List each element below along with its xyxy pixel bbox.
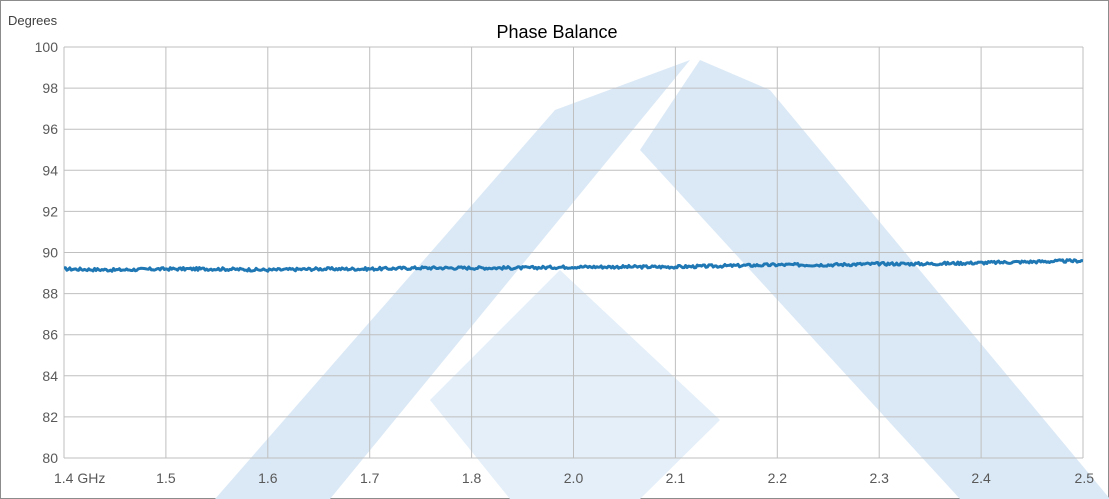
y-tick-label: 86 [42, 327, 58, 343]
x-tick-label: 1.5 [156, 470, 176, 486]
y-tick-label: 82 [42, 409, 58, 425]
y-tick-label: 90 [42, 245, 58, 261]
watermark-shape-right [640, 60, 1109, 499]
y-tick-label: 94 [42, 162, 58, 178]
x-tick-labels: 1.4 GHz 1.5 1.6 1.7 1.8 2.0 2.1 2.2 2.3 2.4 2.5 [54, 470, 1094, 486]
x-tick-label: 1.6 [258, 470, 278, 486]
y-axis-label: Degrees [8, 13, 58, 28]
x-tick-label: 1.8 [462, 470, 482, 486]
x-tick-label: 2.1 [666, 470, 686, 486]
y-tick-label: 84 [42, 368, 58, 384]
x-tick-label: 1.4 GHz [54, 470, 105, 486]
x-tick-label: 2.5 [1075, 470, 1095, 486]
watermark-logo [215, 60, 1109, 499]
x-tick-label: 2.4 [971, 470, 991, 486]
y-tick-label: 100 [35, 39, 59, 55]
y-tick-label: 96 [42, 121, 58, 137]
grid-lines [63, 46, 1084, 459]
watermark-shape-left [215, 60, 690, 499]
y-tick-label: 88 [42, 286, 58, 302]
x-tick-label: 2.3 [869, 470, 889, 486]
x-tick-label: 2.2 [768, 470, 788, 486]
series-line [63, 258, 1084, 273]
series-layer [63, 258, 1084, 273]
x-tick-label: 1.7 [360, 470, 380, 486]
chart-title: Phase Balance [496, 22, 617, 42]
y-tick-labels: 80 82 84 86 88 90 92 94 96 98 100 [35, 39, 59, 466]
y-tick-label: 92 [42, 203, 58, 219]
y-tick-label: 98 [42, 80, 58, 96]
watermark-shape-center [430, 270, 720, 499]
x-tick-label: 2.0 [564, 470, 584, 486]
y-tick-label: 80 [42, 450, 58, 466]
